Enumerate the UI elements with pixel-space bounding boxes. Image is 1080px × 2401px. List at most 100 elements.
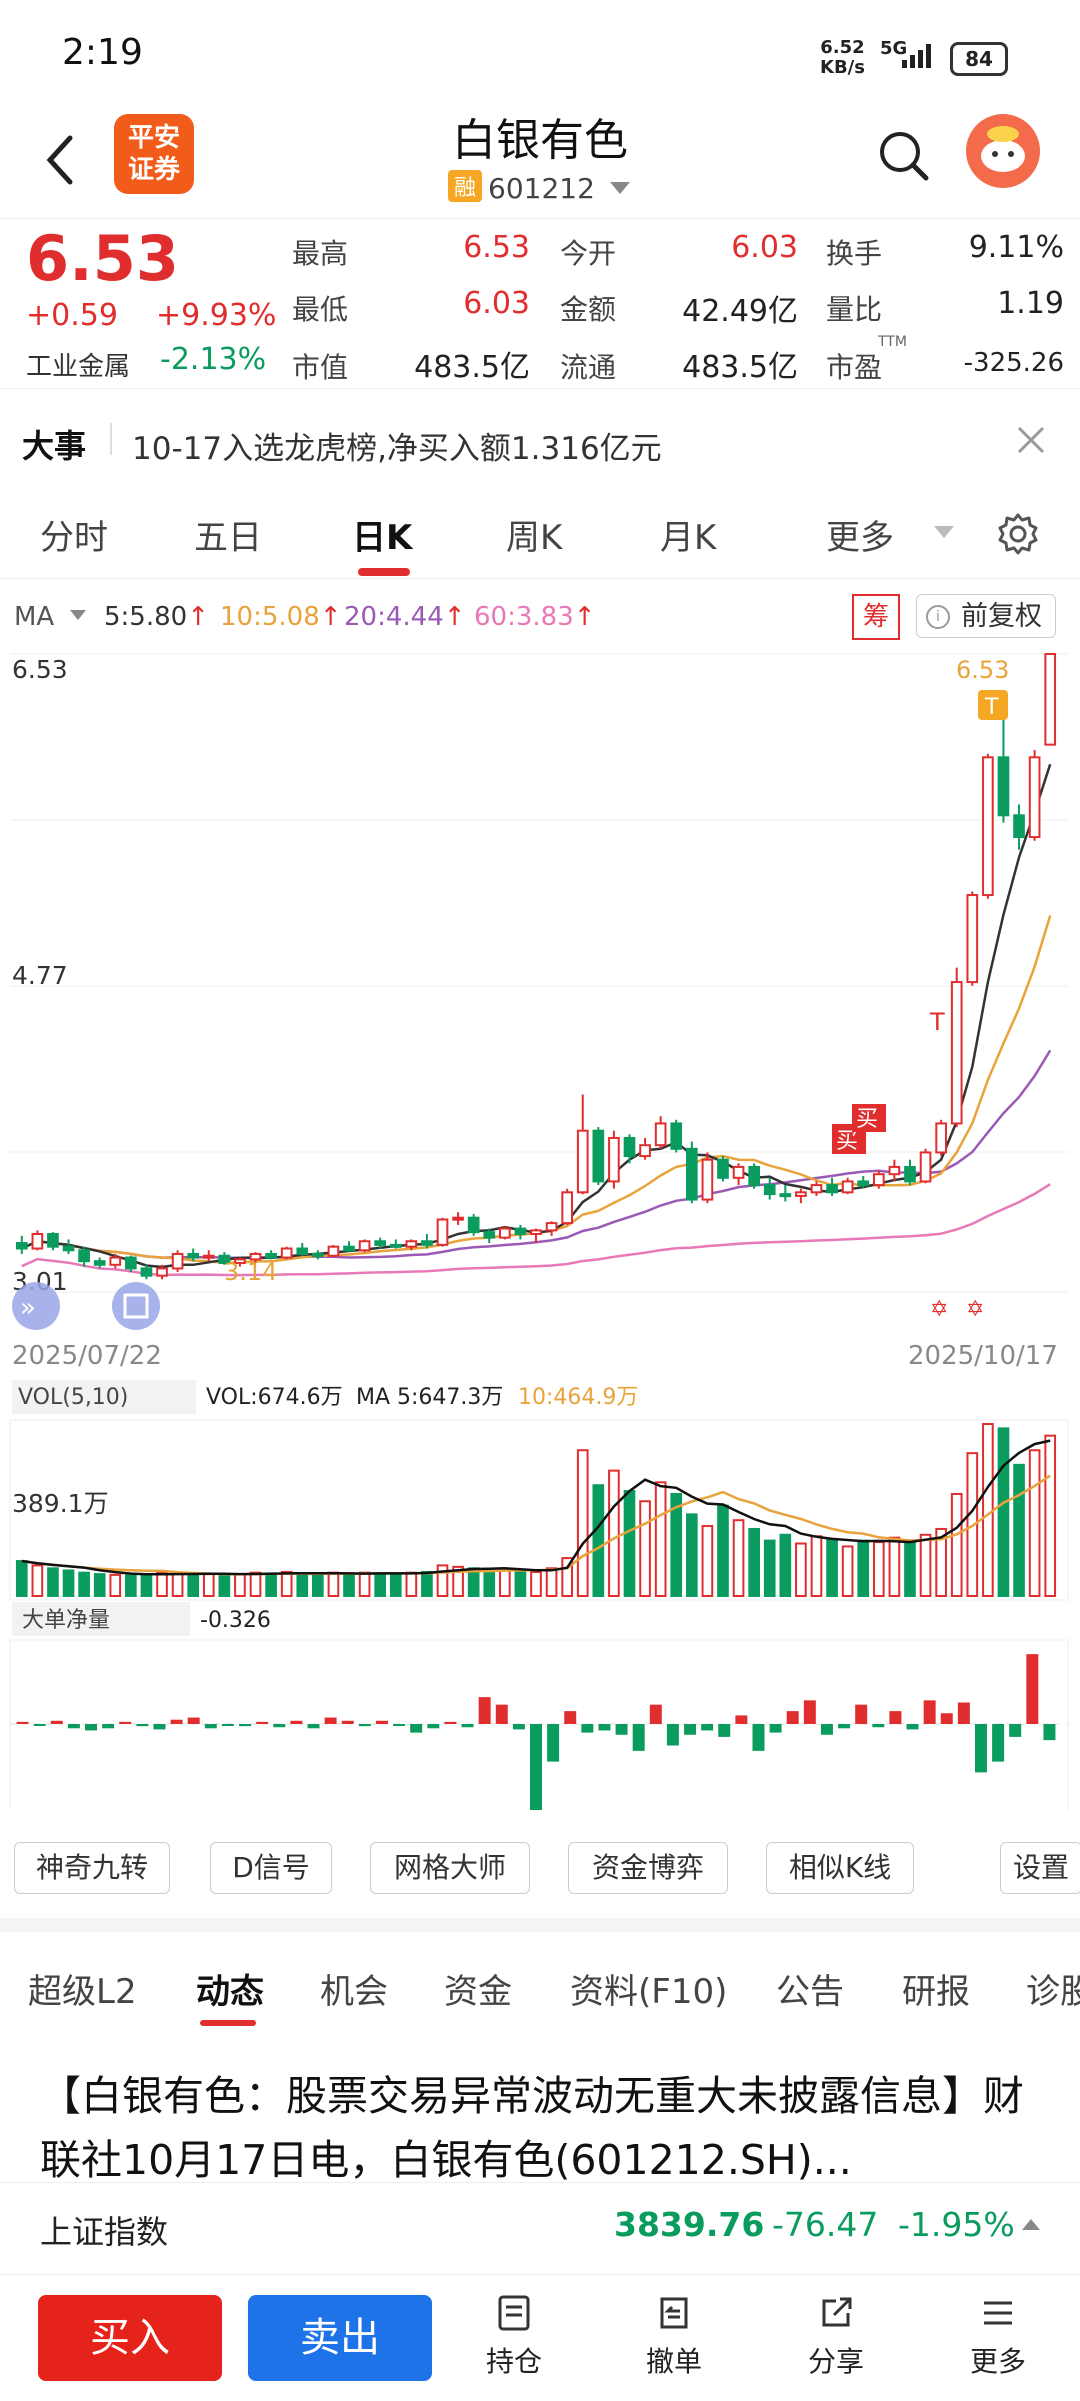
event-divider [110, 423, 112, 455]
vol-axis-label: 389.1万 [12, 1489, 109, 1518]
expand-left-icon[interactable] [12, 1282, 60, 1330]
broker-logo[interactable]: 平安 证券 [114, 114, 194, 194]
ma20-line [21, 1049, 1052, 1259]
candle-body [31, 1233, 44, 1250]
chart-grid [9, 653, 1069, 1810]
candle-body [576, 1129, 589, 1194]
candle-body [608, 1136, 620, 1183]
t-signal-mark: T [929, 1008, 945, 1036]
expand-up-icon[interactable] [1022, 2219, 1040, 2230]
candle-body [62, 1245, 75, 1252]
volume-bar [436, 1564, 449, 1597]
vol-header-box[interactable] [12, 1380, 196, 1414]
candle-body [701, 1158, 714, 1201]
open-value: 6.03 [731, 230, 798, 265]
volume-bar [561, 1557, 573, 1597]
index-bar[interactable]: 上证指数 3839.76 -76.47 -1.95% [0, 2182, 1080, 2271]
tool-magic-nine[interactable]: 神奇九转 [14, 1842, 170, 1894]
ma10-text: 10:5.08 [220, 602, 320, 632]
t-badge-text: T [984, 695, 999, 720]
search-icon[interactable] [876, 128, 932, 184]
tab-five-day[interactable]: 五日 [194, 518, 262, 558]
tab-more[interactable]: 更多 [826, 518, 894, 558]
flow-header-box[interactable] [12, 1602, 190, 1636]
date-end: 2025/10/17 [908, 1341, 1058, 1371]
tool-similar-k[interactable]: 相似K线 [766, 1842, 914, 1894]
stock-code-line[interactable]: 融 601212 [448, 170, 630, 205]
candle-body [312, 1252, 324, 1257]
candle-body [1044, 653, 1057, 746]
tool-fund-game[interactable]: 资金博弈 [568, 1842, 728, 1894]
settings-gear-icon[interactable] [996, 512, 1040, 556]
back-arrow-icon[interactable] [40, 130, 80, 190]
volume-bar [779, 1533, 792, 1598]
volume-bar [343, 1573, 355, 1598]
volume-bar [997, 1427, 1010, 1598]
buy-button[interactable]: 买入 [38, 2295, 222, 2381]
tab-daily-k[interactable]: 日K [352, 518, 413, 558]
tab-super-l2[interactable]: 超级L2 [28, 1972, 137, 2012]
amount-label: 金额 [560, 293, 617, 326]
net-order-bar [85, 1724, 98, 1731]
tab-monthly-k[interactable]: 月K [660, 518, 717, 558]
index-name: 上证指数 [40, 2213, 169, 2251]
volume-bar [389, 1573, 402, 1598]
broker-logo-line1: 平安 [127, 123, 180, 153]
tab-fund[interactable]: 资金 [444, 1972, 512, 2012]
candle-body [514, 1227, 527, 1235]
expand-left-glyph: » [20, 1293, 36, 1323]
tab-news[interactable]: 动态 [196, 1972, 264, 2012]
tab-intraday[interactable]: 分时 [40, 518, 108, 558]
assistant-avatar[interactable] [966, 114, 1040, 188]
net-order-bar [820, 1724, 833, 1735]
net-order-bar [444, 1721, 457, 1724]
candle-body [561, 1191, 573, 1225]
net-order-bar [940, 1713, 953, 1724]
net-order-bar [649, 1704, 662, 1724]
candle-body [904, 1165, 916, 1183]
cancel-order-button[interactable]: 撤单 [624, 2293, 724, 2380]
candle-body [841, 1180, 854, 1194]
share-button[interactable]: 分享 [786, 2293, 886, 2380]
tool-settings[interactable]: 设置 [1000, 1842, 1080, 1894]
stock-header: 平安 证券 白银有色 融 601212 [0, 100, 1080, 219]
sell-button[interactable]: 卖出 [248, 2295, 432, 2381]
candle-body [670, 1122, 683, 1150]
low-label: 最低 [292, 293, 349, 326]
positions-button[interactable]: 持仓 [464, 2293, 564, 2380]
fullscreen-icon[interactable] [112, 1282, 160, 1330]
tab-announcement[interactable]: 公告 [776, 1972, 844, 2012]
candle-body [966, 894, 979, 984]
volume-bar [530, 1570, 542, 1597]
tab-f10[interactable]: 资料(F10) [570, 1972, 728, 2012]
chip-button[interactable]: 筹 [852, 594, 900, 640]
tab-research[interactable]: 研报 [902, 1972, 970, 2012]
net-order-bar [1009, 1724, 1022, 1737]
net-order-bar [239, 1724, 252, 1727]
adjust-button[interactable]: 前复权 [916, 594, 1056, 638]
volume-bar [93, 1573, 106, 1598]
pe-value: -325.26 [963, 348, 1064, 378]
tab-diagnosis[interactable]: 诊股 [1026, 1972, 1080, 2012]
ma60-path [21, 1183, 1051, 1277]
news-item[interactable]: 【白银有色：股票交易异常波动无重大未披露信息】财联社10月17日电，白银有色(6… [40, 2072, 1024, 2184]
net-order-bar [632, 1724, 645, 1751]
event-bar[interactable]: 大事 10-17入选龙虎榜,净买入额1.316亿元 [0, 388, 1080, 487]
more-button[interactable]: 更多 [948, 2293, 1048, 2380]
volume-bar [358, 1571, 371, 1598]
network-type: 5G [880, 38, 908, 59]
sector-name[interactable]: 工业金属 [26, 352, 131, 382]
kline-chart[interactable]: 6.53 4.77 3.01 6.53 3.14 T T 买 买 ✡ ✡ » 2… [0, 640, 1080, 1810]
net-order-bar [735, 1715, 748, 1724]
tool-d-signal[interactable]: D信号 [210, 1842, 332, 1894]
ma-label[interactable]: MA [14, 602, 55, 632]
star-icon-2: ✡ [966, 1297, 984, 1322]
close-icon[interactable] [1016, 425, 1046, 455]
volume-bar [452, 1565, 464, 1597]
tab-weekly-k[interactable]: 周K [506, 518, 563, 558]
volume-bar [545, 1567, 558, 1597]
volume-bar [904, 1542, 916, 1597]
candle-body [467, 1216, 480, 1234]
tool-grid-master[interactable]: 网格大师 [370, 1842, 530, 1894]
tab-opportunity[interactable]: 机会 [320, 1972, 388, 2012]
